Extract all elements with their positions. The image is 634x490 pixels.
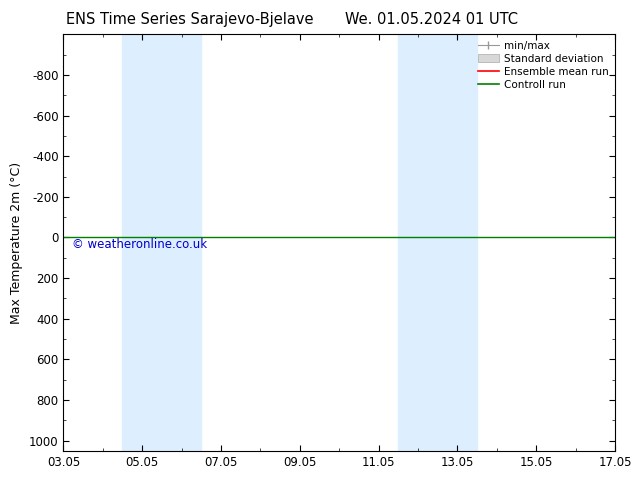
Bar (122, 34, 202, 451)
Text: ENS Time Series Sarajevo-Bjelave: ENS Time Series Sarajevo-Bjelave (67, 12, 314, 27)
Y-axis label: Max Temperature 2m (°C): Max Temperature 2m (°C) (10, 162, 23, 323)
Legend: min/max, Standard deviation, Ensemble mean run, Controll run: min/max, Standard deviation, Ensemble me… (475, 37, 612, 93)
Bar (398, 34, 477, 451)
Text: We. 01.05.2024 01 UTC: We. 01.05.2024 01 UTC (345, 12, 517, 27)
Text: © weatheronline.co.uk: © weatheronline.co.uk (72, 238, 207, 251)
